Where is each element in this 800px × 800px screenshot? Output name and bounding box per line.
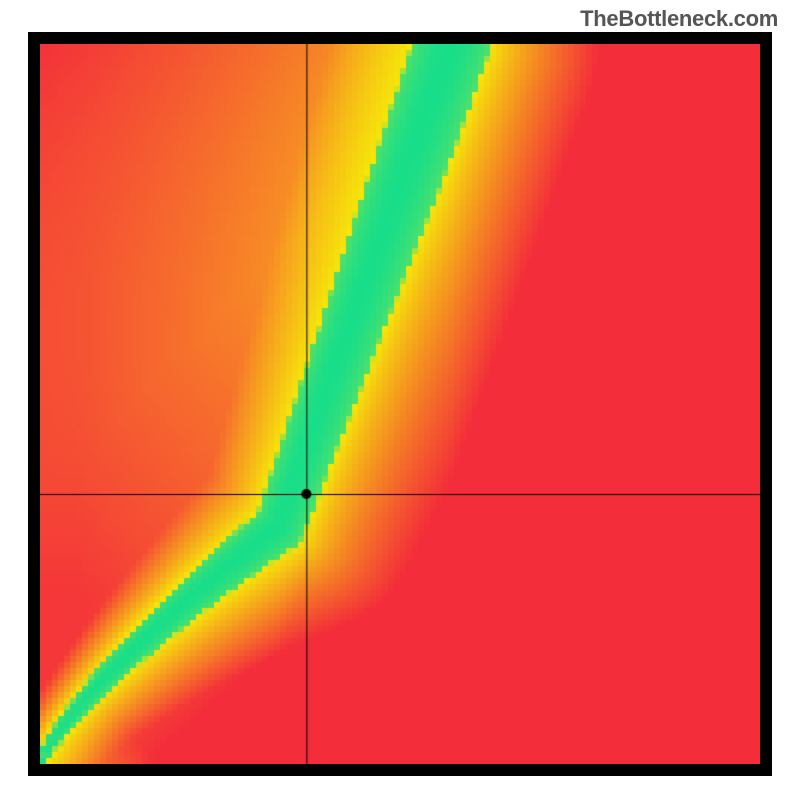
chart-container: TheBottleneck.com	[0, 0, 800, 800]
watermark-text: TheBottleneck.com	[580, 6, 778, 32]
heatmap-canvas	[40, 44, 760, 764]
